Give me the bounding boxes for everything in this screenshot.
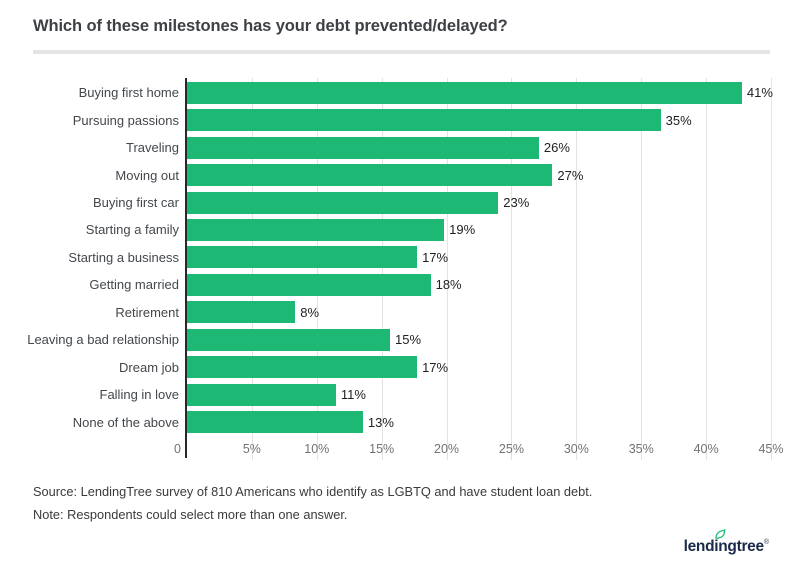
category-label: Pursuing passions [72, 112, 179, 128]
bar [187, 356, 418, 379]
leaf-icon [714, 528, 726, 539]
source-text: Source: LendingTree survey of 810 Americ… [33, 484, 593, 499]
x-tick-label: 0 [174, 442, 181, 456]
bar-row: Moving out 27% [0, 161, 796, 188]
value-label: 26% [543, 140, 570, 156]
value-label: 23% [503, 195, 530, 211]
x-tick-label: 10% [304, 442, 330, 456]
bar-rows: Buying first home 41% Pursuing passions … [0, 79, 796, 436]
bar-chart: Buying first home 41% Pursuing passions … [0, 78, 800, 460]
bar [187, 164, 553, 187]
x-tick-label: 20% [434, 442, 460, 456]
category-label: Dream job [119, 359, 179, 375]
category-label: Leaving a bad relationship [27, 332, 179, 348]
category-label: Moving out [115, 167, 179, 183]
value-label: 27% [557, 167, 584, 183]
registered-mark: ® [763, 539, 769, 546]
value-label: 11% [340, 387, 366, 403]
x-tick-label: 15% [369, 442, 395, 456]
x-tick-label: 25% [498, 442, 524, 456]
x-tick-label: 35% [628, 442, 654, 456]
category-label: Starting a business [68, 249, 179, 265]
gridline [771, 78, 772, 460]
bar [187, 273, 431, 296]
logo-text: lendingtree [683, 538, 765, 555]
footnotes: Source: LendingTree survey of 810 Americ… [33, 481, 592, 526]
value-label: 19% [449, 222, 476, 238]
x-axis: 0 5% 10% 15% 20% 25% 30% 35% 40% 45% [174, 442, 783, 458]
page-title: Which of these milestones has your debt … [33, 17, 508, 35]
bar-row: Leaving a bad relationship 15% [0, 326, 796, 353]
value-label: 17% [422, 249, 449, 265]
category-label: Getting married [89, 277, 179, 293]
bar-row: Pursuing passions 35% [0, 106, 796, 133]
value-label: 35% [665, 112, 692, 128]
value-label: 18% [435, 277, 462, 293]
bar [187, 81, 742, 104]
x-tick-label: 5% [242, 442, 261, 456]
bar-row: Dream job 17% [0, 354, 796, 381]
bar [187, 136, 539, 159]
category-label: Traveling [126, 140, 179, 156]
gridline [576, 78, 578, 460]
title-divider [33, 50, 770, 54]
bar-row: None of the above 13% [0, 408, 796, 435]
bar [187, 328, 390, 351]
category-label: Buying first car [93, 195, 179, 211]
bar [187, 218, 445, 241]
gridline [641, 78, 643, 460]
value-label: 41% [746, 85, 773, 101]
bar-row: Falling in love 11% [0, 381, 796, 408]
bar-row: Traveling 26% [0, 134, 796, 161]
bar [187, 191, 499, 214]
category-label: Falling in love [99, 387, 180, 403]
value-label: 8% [300, 304, 320, 320]
bar-row: Starting a business 17% [0, 244, 796, 271]
category-label: Retirement [115, 304, 179, 320]
y-axis-line [185, 78, 187, 458]
note-text: Note: Respondents could select more than… [33, 506, 348, 522]
bar-row: Buying first home 41% [0, 79, 796, 106]
value-label: 13% [367, 414, 394, 430]
gridline [446, 78, 448, 460]
plot-area [185, 78, 772, 460]
bar-row: Buying first car 23% [0, 189, 796, 216]
bar-row: Retirement 8% [0, 299, 796, 326]
bar-row: Starting a family 19% [0, 216, 796, 243]
value-label: 17% [422, 359, 449, 375]
category-label: Buying first home [78, 85, 179, 101]
x-tick-label: 45% [758, 442, 784, 456]
x-tick-label: 40% [693, 442, 719, 456]
bar [187, 301, 296, 324]
category-label: None of the above [72, 414, 179, 430]
bar [187, 109, 661, 132]
lendingtree-logo: lendingtree® [683, 528, 769, 562]
gridline [381, 78, 383, 460]
gridline [316, 78, 318, 460]
bar [187, 411, 363, 434]
value-label: 15% [395, 332, 422, 348]
x-tick-label: 30% [563, 442, 589, 456]
bar-row: Getting married 18% [0, 271, 796, 298]
gridline [706, 78, 708, 460]
bar [187, 246, 418, 269]
gridline [251, 78, 253, 460]
gridline [511, 78, 513, 460]
category-label: Starting a family [85, 222, 179, 238]
bar [187, 383, 336, 406]
